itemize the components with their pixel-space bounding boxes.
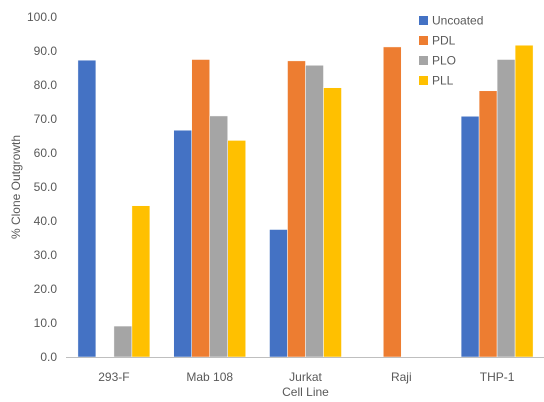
legend-swatch-uncoated	[419, 16, 428, 25]
legend-swatch-plo	[419, 56, 428, 65]
y-tick-label: 40.0	[34, 214, 58, 228]
x-tick-label: Jurkat	[289, 370, 322, 384]
bar-pll-293-f	[131, 205, 151, 358]
y-axis-label: % Clone Outgrowth	[9, 135, 23, 239]
y-tick-label: 0.0	[40, 350, 57, 364]
y-tick-label: 10.0	[34, 316, 58, 330]
y-tick-label: 80.0	[34, 78, 58, 92]
bar-plo-jurkat	[305, 65, 324, 358]
y-tick-label: 100.0	[27, 10, 57, 24]
x-tick-label: THP-1	[480, 370, 515, 384]
y-tick-label: 30.0	[34, 248, 58, 262]
y-tick-label: 90.0	[34, 44, 58, 58]
legend-swatch-pll	[419, 76, 428, 85]
legend-label-pdl: PDL	[432, 34, 456, 48]
legend-swatch-pdl	[419, 36, 428, 45]
bar-plo-293-f	[113, 325, 133, 358]
bar-pll-mab-108	[227, 140, 246, 358]
y-tick-label: 50.0	[34, 180, 58, 194]
bar-uncoated-thp-1	[460, 116, 480, 358]
bar-uncoated-mab-108	[173, 129, 192, 358]
bar-plo-thp-1	[496, 59, 516, 358]
bar-pdl-raji	[383, 46, 402, 358]
y-axis-ticks: 0.0 10.0 20.0 30.0 40.0 50.0 60.0 70.0 80.0 90.0 1…	[27, 10, 57, 364]
bars-group	[77, 44, 534, 358]
bar-pdl-thp-1	[478, 90, 498, 358]
x-tick-label: 293-F	[98, 370, 129, 384]
legend-label-pll: PLL	[432, 74, 454, 88]
y-tick-label: 60.0	[34, 146, 58, 160]
x-axis-ticks: 293-F Mab 108 Jurkat Raji THP-1	[98, 370, 515, 384]
x-tick-label: Raji	[391, 370, 412, 384]
bar-pll-thp-1	[514, 44, 534, 358]
bar-pdl-mab-108	[191, 59, 210, 358]
bar-pdl-jurkat	[287, 60, 306, 358]
legend-label-plo: PLO	[432, 54, 456, 68]
bar-plo-mab-108	[209, 115, 228, 358]
bar-uncoated-jurkat	[269, 229, 288, 358]
legend: Uncoated PDL PLO PLL	[419, 14, 483, 88]
bar-pll-jurkat	[323, 87, 342, 358]
x-axis-label: Cell Line	[282, 385, 329, 397]
legend-label-uncoated: Uncoated	[432, 14, 483, 28]
bar-uncoated-293-f	[77, 59, 97, 358]
x-tick-label: Mab 108	[186, 370, 233, 384]
y-tick-label: 20.0	[34, 282, 58, 296]
y-tick-label: 70.0	[34, 112, 58, 126]
